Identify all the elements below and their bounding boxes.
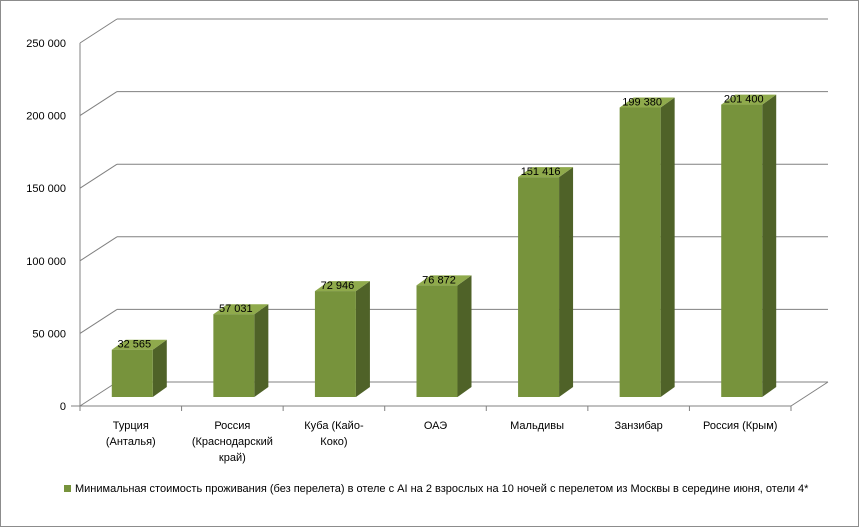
bar-side [254,304,269,397]
x-tick-label: Россия [214,420,250,432]
bar [518,177,560,397]
data-label: 201 400 [724,94,764,106]
data-label: 199 380 [622,97,662,109]
bar-side [152,339,167,397]
x-tick-label: край) [219,452,246,464]
x-tick-label: Коко) [320,436,347,448]
bar-top [619,97,675,108]
y-tick-label: 50 000 [32,328,66,340]
bar-side [559,167,574,397]
bar-top [416,275,472,286]
y-tick-label: 100 000 [26,256,66,268]
bar-side [762,94,777,397]
bar [619,107,661,397]
bar-top [721,94,777,105]
bar-side [355,281,370,397]
bar-side [457,275,472,397]
gridline-side [79,18,118,44]
gridline-side [79,91,118,117]
x-tick-label: Турция [113,420,149,432]
gridline-side [79,308,118,334]
bar-top [213,304,269,315]
floor-side-edge [790,381,829,407]
y-tick-label: 150 000 [26,183,66,195]
data-label: 76 872 [422,274,456,286]
bar [213,314,255,397]
bar-top [111,339,167,350]
y-tick-label: 200 000 [26,111,66,123]
x-tick-label: (Анталья) [106,436,156,448]
bar [314,291,356,397]
x-tick-label: Куба (Кайо- [304,420,364,432]
x-tick-label: Занзибар [614,420,662,432]
bar-side [660,97,675,397]
y-tick-label: 250 000 [26,38,66,50]
bar [416,285,458,397]
y-tick-label: 0 [60,401,66,413]
legend-label: Минимальная стоимость проживания (без пе… [75,483,809,495]
data-label: 151 416 [521,166,561,178]
bar [721,104,763,397]
x-tick-label: ОАЭ [424,420,447,432]
data-label: 72 946 [321,280,355,292]
gridline-side [79,163,118,189]
bar [111,349,153,397]
bar-top [518,167,574,178]
data-label: 57 031 [219,303,253,315]
gridline-side [79,236,118,262]
legend-swatch [64,485,71,492]
x-tick-label: Россия (Крым) [703,420,777,432]
bar-top [314,281,370,292]
x-tick-label: (Краснодарский [192,436,273,448]
gridline-side [79,381,118,407]
x-tick-label: Мальдивы [510,420,564,432]
data-label: 32 565 [117,339,151,351]
chart-legend: Минимальная стоимость проживания (без пе… [64,481,824,497]
